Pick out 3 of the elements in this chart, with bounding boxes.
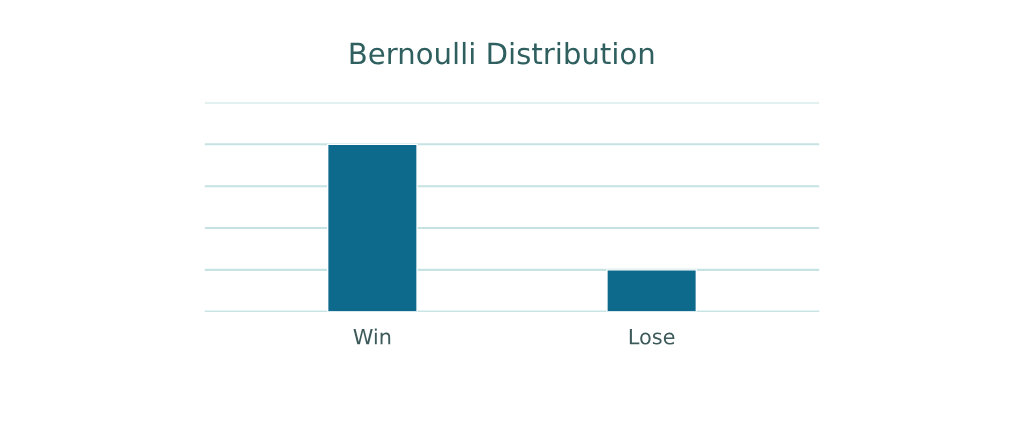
x-tick-label: Win [353,328,391,345]
x-tick-label: Lose [629,329,675,345]
chart-title: Bernoulli Distribution [350,41,654,65]
